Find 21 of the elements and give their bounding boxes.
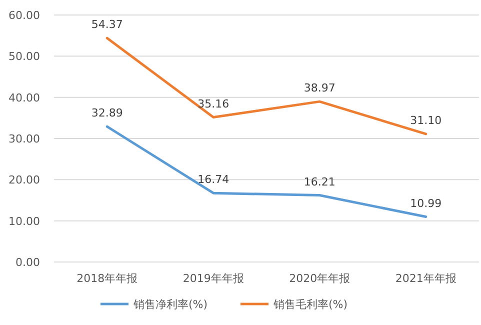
data-label: 54.37 (91, 18, 123, 32)
data-label: 16.21 (304, 175, 336, 188)
x-tick-label: 2019年年报 (182, 272, 244, 285)
data-label: 32.89 (91, 106, 123, 120)
y-tick-label: 10.00 (8, 214, 40, 228)
y-tick-label: 20.00 (8, 174, 40, 187)
data-label: 35.16 (198, 97, 230, 110)
y-tick-label: 30.00 (8, 132, 40, 146)
y-tick-label: 50.00 (8, 50, 40, 64)
data-label: 10.99 (410, 196, 442, 210)
legend-label: 销售净利率(%) (132, 298, 208, 311)
data-label: 31.10 (410, 114, 442, 127)
y-tick-label: 0.00 (16, 256, 40, 269)
data-label: 38.97 (304, 82, 336, 95)
y-tick-label: 40.00 (8, 91, 40, 104)
x-tick-label: 2018年年报 (76, 272, 138, 285)
data-label: 16.74 (198, 173, 230, 186)
x-tick-label: 2020年年报 (289, 272, 350, 285)
y-tick-label: 60.00 (8, 9, 40, 22)
x-tick-label: 2021年年报 (395, 272, 456, 285)
legend-label: 销售毛利率(%) (272, 298, 348, 311)
